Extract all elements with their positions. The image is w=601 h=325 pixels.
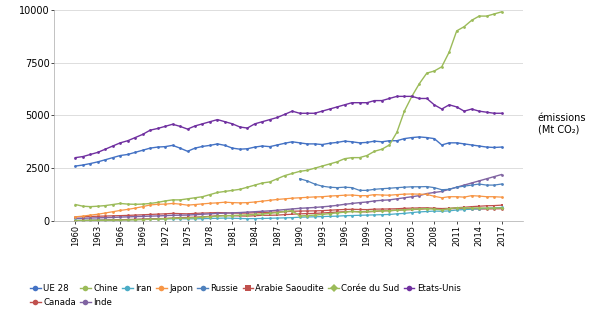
Legend: UE 28, Canada, Chine, Inde, Iran, Japon, Russie, Arabie Saoudite, Corée du Sud, : UE 28, Canada, Chine, Inde, Iran, Japon,… <box>30 284 461 307</box>
Text: émissions
(Mt CO₂): émissions (Mt CO₂) <box>538 113 587 134</box>
